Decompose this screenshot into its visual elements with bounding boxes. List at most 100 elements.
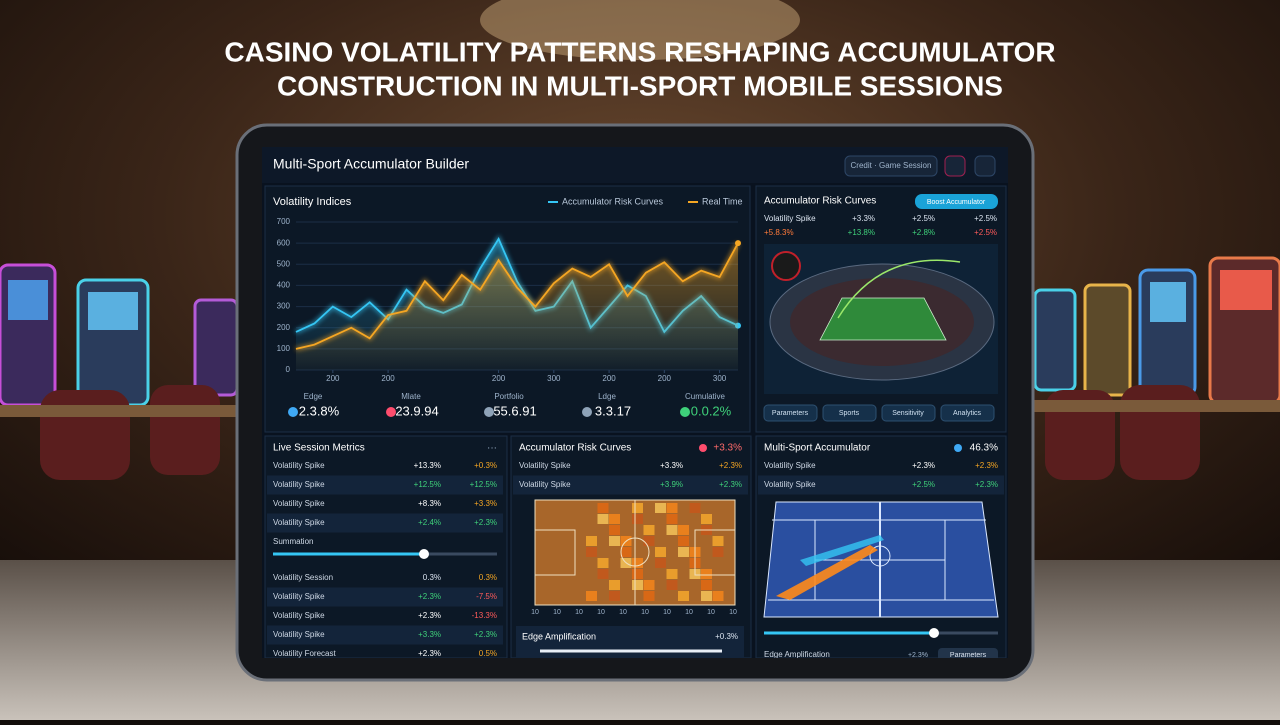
heat-cell <box>689 503 701 513</box>
y-tick-label: 100 <box>277 344 291 353</box>
slot-machines-right <box>1033 256 1280 480</box>
row-value: +3.3% <box>474 499 497 508</box>
footer-button-label: Parameters <box>950 652 987 659</box>
court-axis-label: 10 <box>707 609 715 616</box>
session-button[interactable] <box>844 155 938 177</box>
badge-value: +3.3% <box>713 443 742 454</box>
heat-cell <box>666 580 678 590</box>
heat-cell <box>632 503 643 513</box>
heat-cell <box>666 525 678 535</box>
headline: CASINO VOLATILITY PATTERNS RESHAPING ACC… <box>224 36 1055 67</box>
heat-cell <box>597 558 609 568</box>
row-value: +0.3% <box>474 461 497 470</box>
app-title: Multi-Sport Accumulator Builder <box>273 156 469 172</box>
risk-cell: +2.5% <box>912 214 935 223</box>
court-key <box>535 529 735 576</box>
stat-value: 55.6.91 <box>493 403 536 418</box>
y-tick-label: 200 <box>277 323 291 332</box>
tablet-bezel-bottom <box>262 658 1008 668</box>
risk-cell: +2.5% <box>974 228 997 237</box>
boost-button[interactable] <box>915 194 998 209</box>
y-tick-label: 600 <box>277 238 291 247</box>
slider-knob[interactable] <box>929 628 939 638</box>
row-label: Volatility Spike <box>273 592 325 601</box>
row-label: Volatility Spike <box>273 630 325 639</box>
more-button: ··· <box>487 443 497 454</box>
stadium-pitch <box>819 297 947 341</box>
row-value: +12.5% <box>470 480 497 489</box>
tennis-streak <box>800 535 884 566</box>
heat-cell <box>609 591 620 601</box>
court-axis-label: 10 <box>729 609 737 616</box>
row-label: Volatility Forecast <box>273 649 336 658</box>
icon-button[interactable] <box>944 155 966 177</box>
slider-knob[interactable] <box>419 549 429 559</box>
row-value: +2.3% <box>418 611 441 620</box>
heat-cell <box>586 547 597 557</box>
stat-value: 2.3.8% <box>299 403 340 418</box>
heat-cell <box>666 514 678 524</box>
heat-cell <box>586 536 597 546</box>
heat-cell <box>655 547 666 557</box>
session-button-label: Credit · Game Session <box>851 161 932 170</box>
heat-cell <box>712 591 724 601</box>
row-label: Volatility Spike <box>273 480 325 489</box>
heat-cell <box>643 536 655 546</box>
stat-label: Portfolio <box>494 392 524 401</box>
heat-cell <box>609 580 620 590</box>
risk-cell: +2.8% <box>912 228 935 237</box>
row-value: 0.3% <box>423 573 441 582</box>
row-value: +3.9% <box>660 480 683 489</box>
x-tick-label: 200 <box>602 374 616 383</box>
row-value: +3.3% <box>660 461 683 470</box>
stadium-arc <box>837 259 961 319</box>
tab-button[interactable] <box>822 404 877 422</box>
heat-cell <box>678 547 689 557</box>
heat-cell <box>632 558 643 568</box>
heat-cell <box>701 591 712 601</box>
stat-icon <box>484 407 494 417</box>
badge-icon <box>954 444 962 452</box>
court-axis-label: 10 <box>685 609 693 616</box>
heat-cell <box>643 591 655 601</box>
row-value: +2.3% <box>418 592 441 601</box>
stadium-logo <box>771 251 801 281</box>
court-axis-label: 10 <box>531 609 539 616</box>
stat-icon <box>386 407 396 417</box>
x-tick-label: 200 <box>326 374 340 383</box>
heat-cell <box>666 503 678 513</box>
tab-label: Sensitivity <box>892 410 924 417</box>
row-stripe <box>267 625 503 645</box>
heat-cell <box>655 503 666 513</box>
icon-button[interactable] <box>974 155 996 177</box>
tab-button[interactable] <box>881 404 936 422</box>
legend-label: Accumulator Risk Curves <box>562 196 664 206</box>
y-tick-label: 300 <box>277 302 291 311</box>
x-tick-label: 300 <box>547 374 561 383</box>
heat-cell <box>701 514 712 524</box>
stat-label: Mlate <box>401 392 421 401</box>
row-label: Volatility Spike <box>764 461 816 470</box>
stat-value: 0.0.2% <box>691 403 732 418</box>
row-stripe <box>267 475 503 495</box>
row-value: +2.3% <box>975 480 998 489</box>
tab-label: Analytics <box>953 410 982 417</box>
panel-title: Live Session Metrics <box>273 443 365 454</box>
series-end <box>735 240 741 247</box>
heat-cell <box>712 536 724 546</box>
x-tick-label: 200 <box>492 374 506 383</box>
row-value: +13.3% <box>414 461 441 470</box>
tab-button[interactable] <box>763 404 818 422</box>
row-label: Volatility Spike <box>273 518 325 527</box>
row-value: -13.3% <box>472 611 497 620</box>
heat-cell <box>678 525 689 535</box>
heat-cell <box>678 536 689 546</box>
row-label: Volatility Spike <box>764 480 816 489</box>
slot-machines-left <box>0 263 239 480</box>
tennis-streak <box>776 545 878 600</box>
row-value: +2.3% <box>474 518 497 527</box>
heat-cell <box>666 569 678 579</box>
row-value: 0.3% <box>479 573 497 582</box>
tab-button[interactable] <box>940 404 995 422</box>
